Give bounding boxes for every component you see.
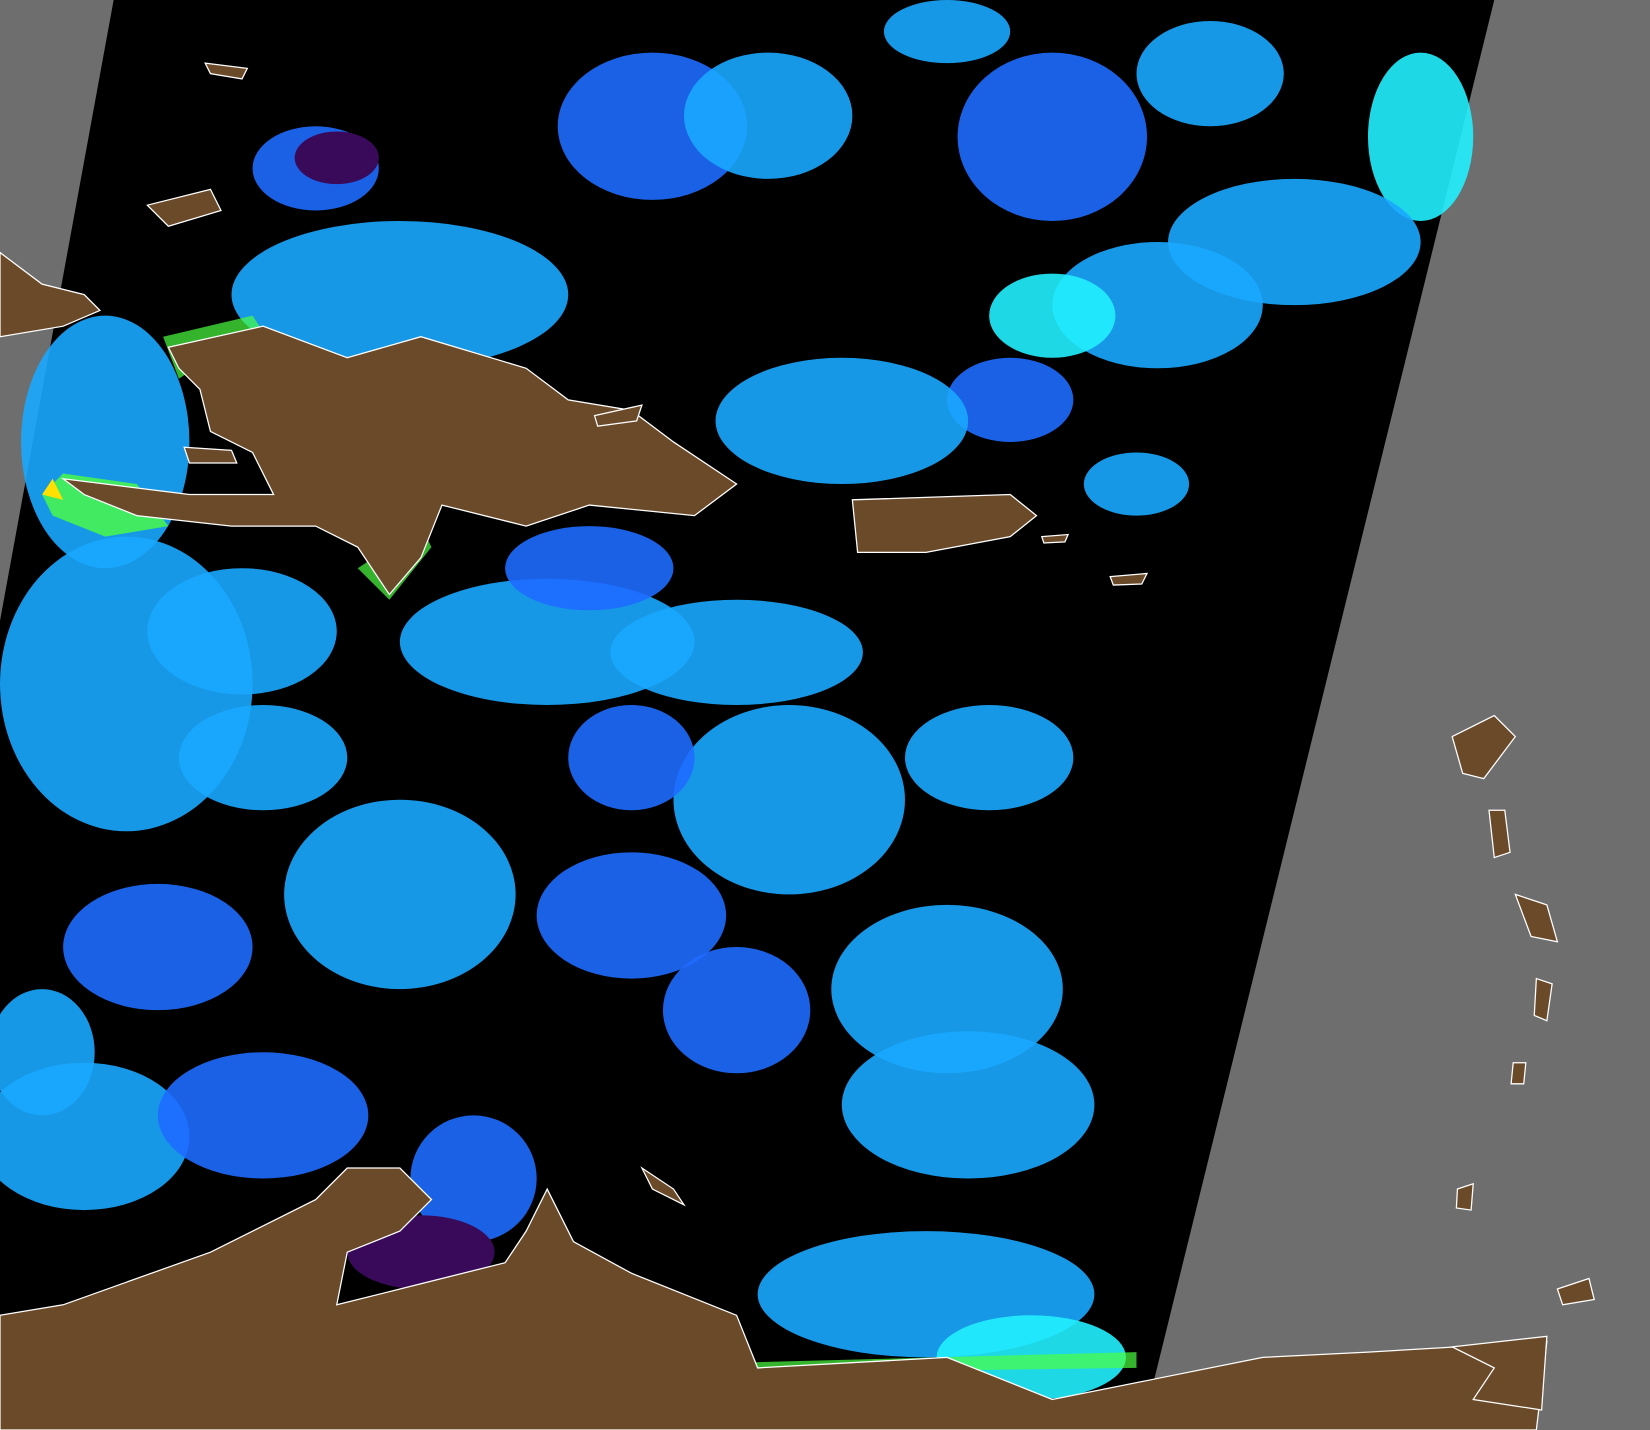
ocean-data-patch	[957, 52, 1148, 221]
trinidad	[1449, 1335, 1548, 1411]
coastal-bloom	[42, 478, 64, 500]
ocean-data-patch	[989, 273, 1116, 358]
ocean-data-patch	[231, 220, 569, 369]
island	[1510, 1062, 1527, 1085]
ocean-data-patch	[63, 883, 253, 1011]
cuba-east	[0, 251, 102, 338]
island	[204, 62, 249, 80]
island	[1556, 1277, 1596, 1306]
island	[1533, 977, 1553, 1022]
ocean-data-patches	[0, 0, 1474, 1400]
ocean-data-patch	[178, 705, 348, 811]
ocean-data-patch	[683, 52, 853, 179]
ocean-data-patch	[673, 705, 905, 895]
island	[1040, 533, 1070, 544]
island	[1455, 1182, 1474, 1211]
ocean-data-patch	[883, 0, 1011, 64]
land-masses	[0, 62, 1596, 1430]
island	[593, 404, 643, 427]
island	[1488, 809, 1511, 859]
ocean-data-patch	[0, 989, 95, 1116]
ocean-data-patch	[831, 904, 1063, 1074]
ocean-data-patch	[157, 1052, 369, 1179]
ocean-data-patch	[410, 1115, 537, 1242]
low-value-patch	[294, 131, 379, 185]
ocean-data-patch	[610, 599, 863, 706]
puerto-rico	[851, 493, 1038, 554]
ocean-data-patch	[947, 357, 1074, 442]
ocean-data-patch	[662, 947, 811, 1074]
ocean-data-patch	[1083, 452, 1190, 516]
island	[183, 446, 238, 464]
island	[640, 1166, 686, 1207]
ocean-data-patch	[399, 578, 695, 706]
ocean-data-patch	[147, 568, 337, 695]
ocean-data-patch	[505, 526, 674, 611]
bahamas-inagua	[146, 188, 222, 227]
ocean-data-patch	[715, 357, 969, 485]
island	[1451, 714, 1517, 780]
ocean-data-patch	[904, 705, 1074, 811]
south-america	[0, 1167, 1548, 1430]
ocean-data-patch	[568, 705, 695, 811]
ocean-data-patch	[536, 852, 727, 979]
ocean-data-patch	[841, 1031, 1095, 1179]
ocean-data-patch	[1367, 52, 1474, 221]
ocean-data-patch	[284, 799, 516, 990]
ocean-data-patch	[1136, 21, 1284, 127]
island	[1514, 893, 1559, 943]
island	[1109, 572, 1149, 586]
hispaniola	[60, 325, 738, 596]
